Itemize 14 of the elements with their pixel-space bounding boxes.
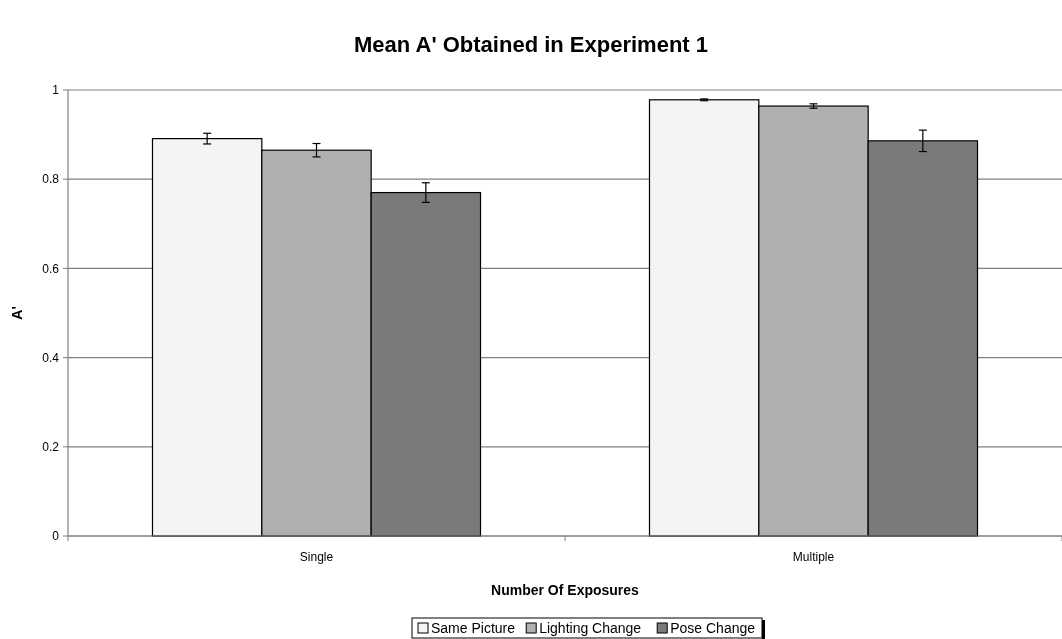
legend-label: Lighting Change xyxy=(539,619,642,636)
chart-title: Mean A' Obtained in Experiment 1 xyxy=(353,32,709,57)
y-axis-title: A' xyxy=(9,306,25,320)
x-tick-label: Single xyxy=(299,550,334,564)
y-tick-label: 0 xyxy=(52,529,60,544)
y-tick-label: 1 xyxy=(52,83,60,98)
y-tick-label: 0.8 xyxy=(42,172,60,187)
y-tick-label: 0.4 xyxy=(42,350,60,365)
y-tick-label: 0.2 xyxy=(42,440,60,454)
x-tick-label: Multiple xyxy=(792,550,835,564)
legend-label: Pose Change xyxy=(670,619,756,636)
legend-label: Same Picture xyxy=(431,619,516,636)
y-tick-label: 0.6 xyxy=(42,261,60,276)
x-axis-title: Number Of Exposures xyxy=(491,582,640,598)
